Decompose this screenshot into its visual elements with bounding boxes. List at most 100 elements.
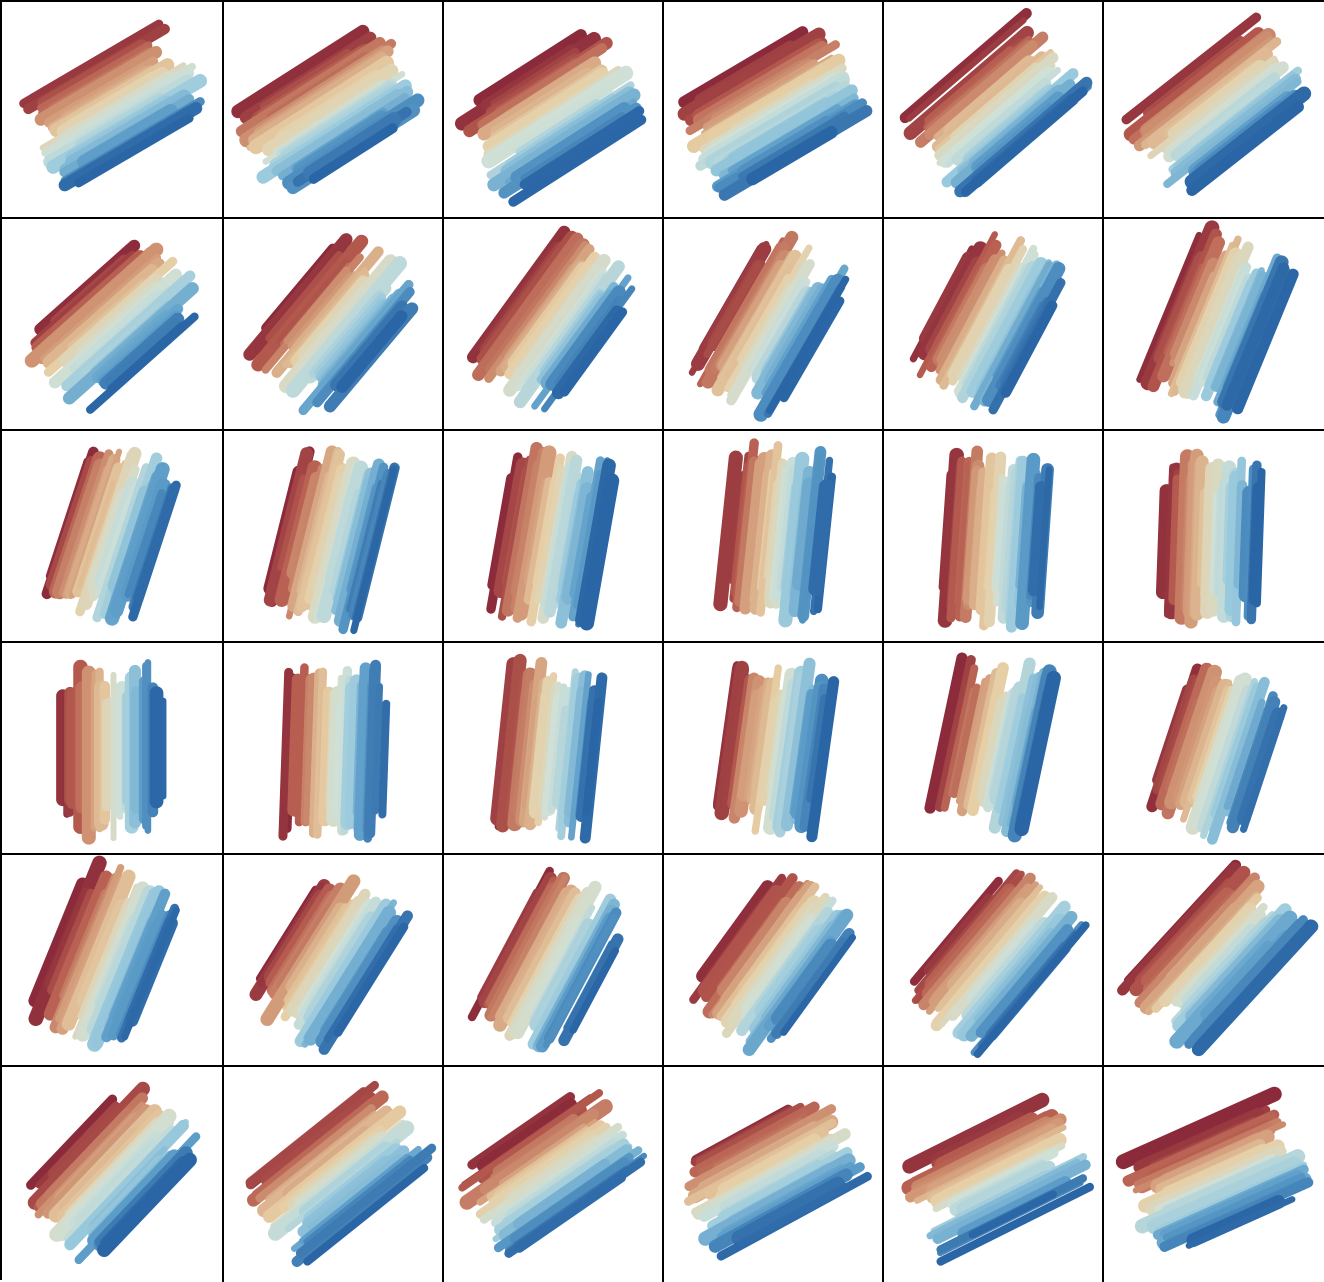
panel-r2-c3 <box>444 219 664 431</box>
stroke <box>487 874 569 1021</box>
stroke <box>76 898 130 1009</box>
panel-r2-c2 <box>224 219 444 431</box>
panel-plot <box>713 438 837 628</box>
stroke <box>924 40 1038 140</box>
panel-r6-c4 <box>664 1067 884 1282</box>
stroke <box>731 1176 846 1246</box>
stroke <box>1223 698 1266 811</box>
stroke <box>696 880 775 983</box>
stroke <box>1146 1156 1302 1235</box>
stroke <box>514 1173 627 1253</box>
stroke <box>737 111 849 181</box>
stroke <box>364 659 382 839</box>
panel-r1-c3 <box>444 2 664 219</box>
stroke <box>467 1091 576 1170</box>
panel-r4-c6 <box>1104 643 1324 855</box>
stroke <box>1226 696 1281 834</box>
panel-plot <box>458 1089 648 1258</box>
panel-plot <box>24 239 199 414</box>
panel-plot <box>1117 859 1319 1057</box>
stroke <box>701 873 798 1003</box>
panel-r1-c2 <box>224 2 444 219</box>
stroke <box>97 1152 197 1258</box>
stroke <box>1184 86 1312 189</box>
stroke <box>1196 684 1254 833</box>
stroke <box>104 318 181 387</box>
stroke <box>973 927 1054 1023</box>
panel-r5-c3 <box>444 855 664 1067</box>
panel-r5-c5 <box>884 855 1104 1067</box>
stroke <box>579 473 620 631</box>
stroke <box>582 697 603 816</box>
stroke <box>36 41 153 113</box>
panel-plot <box>1155 448 1266 629</box>
panel-r5-c4 <box>664 855 884 1067</box>
stroke <box>28 877 90 1008</box>
panel-r2-c5 <box>884 219 1104 431</box>
stroke <box>563 685 589 819</box>
panel-r3-c2 <box>224 431 444 643</box>
stroke <box>678 26 809 109</box>
panel-r6-c2 <box>224 1067 444 1282</box>
stroke <box>476 1098 578 1172</box>
stroke <box>283 266 351 345</box>
stroke <box>970 260 1054 411</box>
stroke <box>318 686 336 827</box>
stroke <box>519 106 645 190</box>
stroke <box>930 890 1051 1032</box>
stroke <box>738 1182 850 1247</box>
stroke <box>924 652 968 814</box>
stroke <box>806 676 840 843</box>
stroke <box>378 699 391 819</box>
stroke <box>559 307 628 397</box>
stroke <box>121 906 180 1041</box>
panel-r4-c1 <box>2 643 224 855</box>
stroke <box>937 447 964 628</box>
stroke <box>303 905 397 1046</box>
panel-plot <box>924 652 1061 843</box>
panel-r5-c6 <box>1104 855 1324 1067</box>
stroke <box>778 451 810 628</box>
stroke <box>929 1111 1025 1164</box>
stroke <box>520 111 626 183</box>
stroke <box>1117 862 1241 996</box>
panel-r4-c2 <box>224 643 444 855</box>
stroke <box>509 1157 630 1244</box>
stroke <box>1186 82 1272 152</box>
stroke <box>371 682 384 815</box>
stroke <box>77 104 179 170</box>
stroke <box>323 924 400 1043</box>
stroke <box>766 275 850 415</box>
panel-plot <box>689 873 857 1056</box>
panel-plot <box>937 445 1054 633</box>
stroke <box>702 59 819 132</box>
panel-r1-c6 <box>1104 2 1324 219</box>
stroke <box>770 938 839 1026</box>
stroke <box>496 653 527 833</box>
stroke <box>716 896 793 997</box>
stroke <box>1206 676 1270 845</box>
stroke <box>107 909 168 1041</box>
stroke <box>1162 1172 1306 1242</box>
stroke <box>299 1153 411 1245</box>
panel-r4-c5 <box>884 643 1104 855</box>
stroke <box>734 456 760 607</box>
stroke <box>703 261 763 359</box>
stroke <box>727 104 842 174</box>
stroke <box>255 1104 376 1203</box>
stroke <box>523 476 555 605</box>
stroke <box>569 947 619 1034</box>
stroke <box>1184 915 1308 1049</box>
panel-r4-c4 <box>664 643 884 855</box>
stroke <box>1121 12 1262 125</box>
stroke <box>779 296 845 403</box>
stroke <box>906 17 1027 122</box>
stroke <box>1155 484 1174 600</box>
stroke <box>265 250 343 342</box>
panel-plot <box>245 1080 437 1267</box>
stroke <box>287 673 304 817</box>
stroke <box>307 1153 402 1232</box>
stroke <box>1186 101 1304 196</box>
stroke <box>1036 466 1053 611</box>
